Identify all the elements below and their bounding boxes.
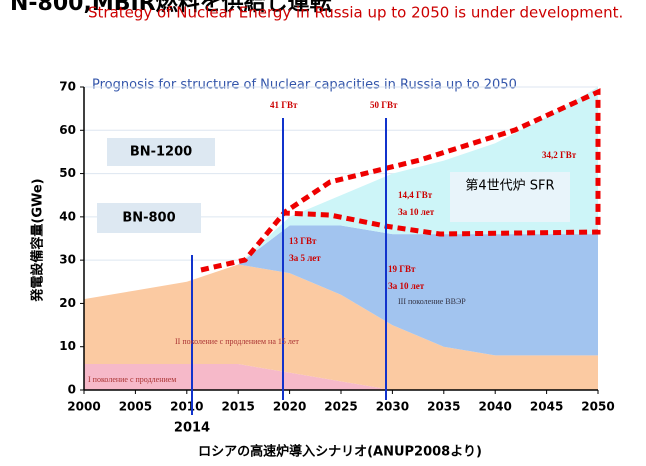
x-tick-label: 2010 [170,400,203,414]
annotation: За 10 лет [388,281,425,291]
y-tick-label: 20 [59,296,76,310]
subtitle: Strategy of Nuclear Energy in Russia up … [88,4,623,22]
y-tick-label: 0 [68,383,76,397]
x-tick-label: 2030 [376,400,409,414]
y-tick-label: 30 [59,253,76,267]
area [84,225,598,356]
annotation: 41 ГВт [270,100,298,110]
x-tick-label: 2020 [273,400,306,414]
box [107,138,215,166]
dashed-outline [200,88,601,273]
y-tick-label: 40 [59,209,76,223]
x-tick-label: 2045 [530,400,563,414]
box [97,203,201,233]
annotation: 13 ГВт [289,236,317,246]
box [450,172,570,222]
y-label: 発電設備容量(GWe) [30,178,46,302]
x-tick-label: 2000 [67,400,100,414]
chart-title: Prognosis for structure of Nuclear capac… [92,78,517,93]
x-tick-label: 2005 [119,400,152,414]
area-label: II поколение с продлением на 15 лет [175,337,299,346]
annotation: 2014 [174,421,210,436]
annotation: 19 ГВт [388,264,416,274]
annotation: BN-800 [122,211,175,226]
annotation: BN-1200 [130,145,192,160]
x-tick-label: 2025 [324,400,357,414]
annotation: 34,2 ГВт [542,150,577,160]
y-tick-label: 70 [59,80,76,94]
area [84,364,598,390]
x-tick-label: 2050 [581,400,614,414]
x-tick-label: 2035 [427,400,460,414]
annotation: За 10 лет [398,207,435,217]
annotation: 第4世代炉 SFR [465,179,554,194]
y-tick-label: 10 [59,339,76,353]
area [84,264,598,390]
annotation: За 5 лет [289,253,321,263]
annotation: 50 ГВт [370,100,398,110]
annotations: BN-1200 BN-800 第4世代炉 SFR 41 ГВт 50 ГВт 1… [88,88,601,436]
y-tick-label: 60 [59,123,76,137]
y-tick-label: 50 [59,166,76,180]
x-tick-label: 2040 [478,400,511,414]
footer: ロシアの高速炉導入シナリオ(ANUP2008より) [198,444,482,460]
annotation: 14,4 ГВт [398,190,433,200]
area-label: I поколение с продлением [88,375,176,384]
header: N-800,MBIR燃料を供給し運転 [10,0,332,16]
area-label: III поколение ВВЭР [398,297,466,306]
x-tick-label: 2015 [221,400,254,414]
